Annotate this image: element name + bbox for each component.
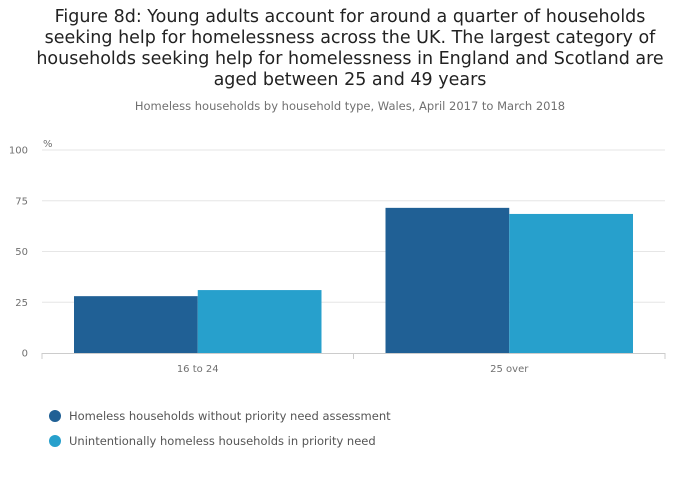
legend-item-without-priority-need[interactable]: Homeless households without priority nee… (49, 409, 391, 423)
y-axis-label: % (43, 139, 53, 150)
legend-label: Homeless households without priority nee… (69, 409, 391, 423)
legend-marker (49, 435, 61, 447)
legend-marker (49, 410, 61, 422)
bar (197, 290, 322, 353)
bar (509, 213, 633, 353)
legend-label: Unintentionally homeless households in p… (69, 434, 376, 448)
y-tick-label: 50 (15, 247, 28, 258)
y-tick-label: 0 (22, 349, 28, 360)
y-tick-label: 75 (15, 196, 28, 207)
y-tick-label: 25 (15, 298, 28, 309)
bar (385, 207, 510, 353)
legend-item-priority-need[interactable]: Unintentionally homeless households in p… (49, 434, 376, 448)
chart-subtitle: Homeless households by household type, W… (134, 99, 566, 113)
chart-title: Figure 8d: Young adults account for arou… (36, 7, 664, 90)
y-tick-label: 100 (9, 146, 28, 157)
x-tick-label: 16 to 24 (177, 364, 219, 375)
x-tick-label: 25 over (490, 364, 529, 375)
bar (74, 296, 198, 353)
